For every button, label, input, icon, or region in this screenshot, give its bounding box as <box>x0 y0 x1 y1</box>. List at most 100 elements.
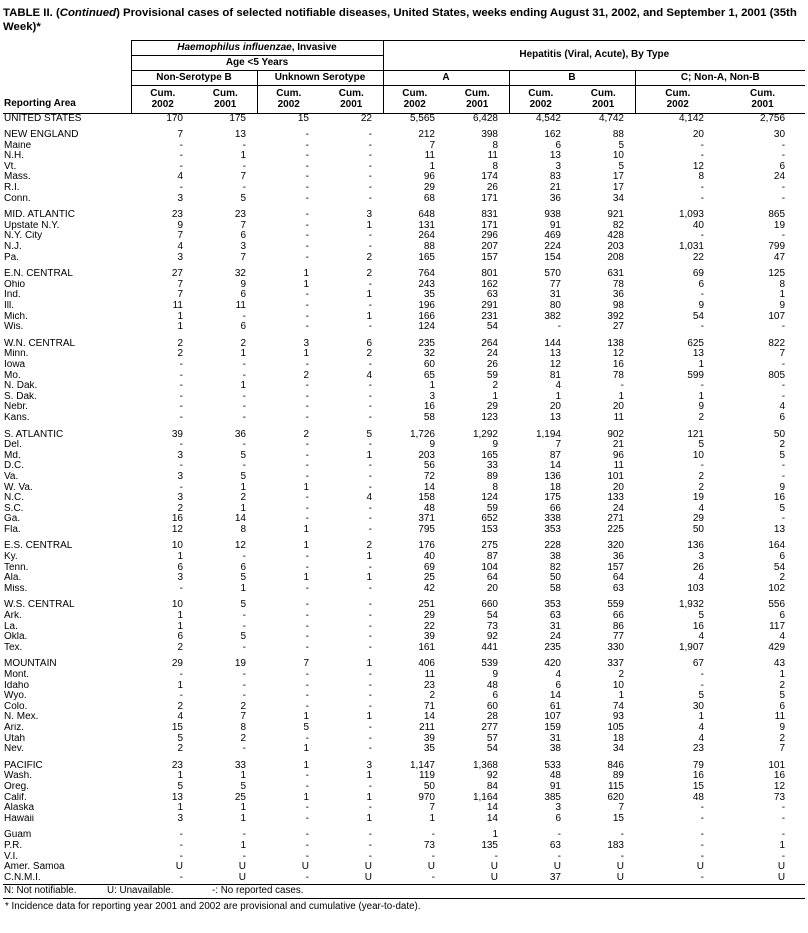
value-cell: 2 <box>366 252 372 263</box>
value-cell: 59 <box>486 370 498 381</box>
value-cell: 9 <box>779 722 786 733</box>
value-cell: - <box>368 803 372 814</box>
value-cell: 80 <box>549 301 561 311</box>
value-cell: 144 <box>544 338 561 349</box>
value-cell: 60 <box>486 701 498 712</box>
reporting-area-cell: Del. <box>4 440 22 451</box>
value-cell: 12 <box>171 524 183 535</box>
reporting-area-cell: Md. <box>4 450 21 461</box>
reporting-area-cell: S. ATLANTIC <box>4 429 64 440</box>
value-cell: - <box>179 412 183 423</box>
value-cell: 2 <box>177 503 183 514</box>
value-cell: 2 <box>177 701 183 712</box>
footnote-key-u: U: Unavailable. <box>107 885 174 897</box>
value-cell: - <box>781 359 786 370</box>
table-row: Ohio 7 9 1 - 243 162 77 78 6 8 <box>3 280 805 291</box>
value-cell: 6 <box>698 279 704 290</box>
value-cell: 7 <box>177 231 183 242</box>
value-cell: 1 <box>240 381 246 392</box>
col-header-cum-2002: Cum. 2002 <box>382 85 446 114</box>
value-cell: 19 <box>773 220 786 231</box>
value-cell: 89 <box>612 771 624 782</box>
title-continued: Continued <box>59 7 117 19</box>
value-cell: 11 <box>613 461 624 472</box>
value-cell: - <box>781 140 786 151</box>
value-cell: - <box>305 851 309 862</box>
reporting-area-cell: C.N.M.I. <box>4 872 41 883</box>
table-row: Okla. 6 5 - - 39 92 24 77 4 4 <box>3 632 805 643</box>
value-cell: 6 <box>240 562 246 573</box>
value-cell: - <box>242 359 246 370</box>
value-cell: - <box>700 680 704 691</box>
value-cell: - <box>700 193 704 204</box>
value-cell: - <box>242 412 246 423</box>
reporting-area-cell: Fla. <box>4 524 21 535</box>
value-cell: 159 <box>544 722 561 733</box>
value-cell: 1 <box>779 670 786 680</box>
table-row: W.N. CENTRAL 2 2 3 6 235 264 144 138 625 822 <box>3 339 805 350</box>
value-cell: - <box>368 151 372 162</box>
value-cell: 5 <box>240 632 246 643</box>
value-cell: - <box>368 242 372 253</box>
value-cell: 96 <box>612 450 624 461</box>
value-cell: 174 <box>481 172 498 183</box>
value-cell: 1 <box>240 840 246 851</box>
value-cell: 91 <box>549 220 561 231</box>
value-cell: 13 <box>171 792 183 803</box>
value-cell: 23 <box>692 744 704 755</box>
value-cell: - <box>242 851 246 862</box>
value-cell: 29 <box>171 659 183 670</box>
value-cell: - <box>368 733 372 744</box>
col-group-hep-c: C; Non-A, Non-B <box>635 70 806 86</box>
value-cell: 9 <box>240 279 246 290</box>
value-cell: 22 <box>692 252 704 263</box>
table-row: Md. 3 5-1 203 165 87 96 10 5 <box>3 451 805 462</box>
value-cell: - <box>431 830 435 841</box>
table-row: Ariz. 15 8 5 - 211 277 159 105 4 9 <box>3 723 805 734</box>
value-cell: - <box>242 680 246 691</box>
value-cell: 50 <box>773 429 786 440</box>
value-cell: 5 <box>698 611 704 622</box>
value-cell: 58 <box>549 583 561 594</box>
value-cell: 1,932 <box>678 600 704 611</box>
reporting-area-cell: W. Va. <box>4 482 33 493</box>
value-cell: - <box>368 279 372 290</box>
table-row: Del. - - - - 9 9 7 21 5 2 <box>3 440 805 451</box>
value-cell: 78 <box>612 279 624 290</box>
value-cell: 2 <box>240 701 246 712</box>
value-cell: - <box>368 193 372 204</box>
table-row: R.I. - - - - 29 26 21 17 - - <box>3 183 805 194</box>
reporting-area-cell: Calif. <box>4 792 27 803</box>
value-cell: 11 <box>172 301 183 311</box>
value-cell: 599 <box>687 370 704 381</box>
value-cell: - <box>242 670 246 680</box>
value-cell: 652 <box>481 514 498 525</box>
value-cell: 1 <box>303 760 309 771</box>
value-cell: 13 <box>549 412 561 423</box>
value-cell: 11 <box>424 151 435 162</box>
value-cell: 87 <box>486 552 498 563</box>
value-cell: 4 <box>366 493 372 504</box>
table-row: MID. ATLANTIC 23 23 - 3 648 831 938 921 1,093 865 <box>3 210 805 221</box>
title-rest: ) Provisional cases of selected notifiab… <box>3 7 797 34</box>
reporting-area-cell: Hawaii <box>4 813 35 824</box>
value-cell: - <box>700 670 704 680</box>
value-cell: 6 <box>366 338 372 349</box>
value-cell: 27 <box>612 322 624 333</box>
value-cell: 63 <box>549 840 561 851</box>
table-row: Miss. - 1 - - 42 20 58 63 103 102 <box>3 584 805 595</box>
value-cell: 4 <box>555 670 561 680</box>
value-cell: - <box>368 670 372 680</box>
value-cell: - <box>179 461 183 472</box>
value-cell: - <box>368 600 372 611</box>
value-cell: 1 <box>366 573 372 584</box>
value-cell: 5,565 <box>409 113 435 124</box>
table-row: S. Dak. - - - - 3 1 1 1 1 - <box>3 392 805 403</box>
value-cell: - <box>781 851 786 862</box>
value-cell: 29 <box>423 611 435 622</box>
value-cell: 34 <box>612 193 624 204</box>
value-cell: - <box>368 440 372 451</box>
value-cell: - <box>368 632 372 643</box>
value-cell: U <box>777 862 786 873</box>
value-cell: - <box>700 151 704 162</box>
